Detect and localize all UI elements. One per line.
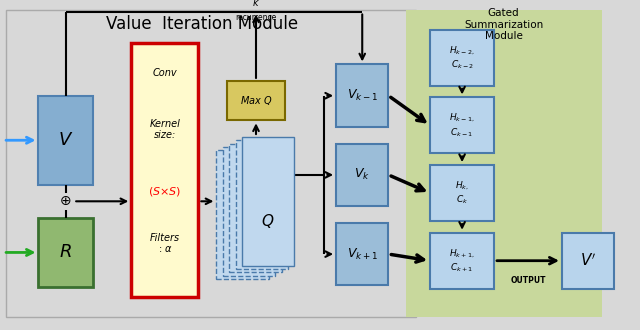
Text: $R$: $R$ [60, 244, 72, 261]
Text: $\oplus$: $\oplus$ [60, 194, 72, 208]
FancyBboxPatch shape [430, 165, 494, 221]
FancyBboxPatch shape [38, 96, 93, 185]
Text: $Q$: $Q$ [262, 212, 275, 230]
Text: $H_{k-2,}$
$C_{k-2}$: $H_{k-2,}$ $C_{k-2}$ [449, 45, 475, 71]
FancyBboxPatch shape [406, 10, 602, 317]
Text: Value  Iteration Module: Value Iteration Module [106, 15, 298, 33]
FancyBboxPatch shape [336, 64, 388, 127]
Text: $V'$: $V'$ [580, 252, 596, 269]
Text: recurrence: recurrence [236, 13, 276, 22]
Text: $H_{k+1,}$
$C_{k+1}$: $H_{k+1,}$ $C_{k+1}$ [449, 248, 475, 274]
FancyBboxPatch shape [227, 81, 285, 120]
Text: Conv: Conv [152, 68, 177, 78]
FancyBboxPatch shape [229, 144, 282, 272]
FancyBboxPatch shape [336, 223, 388, 285]
FancyBboxPatch shape [430, 97, 494, 153]
FancyBboxPatch shape [562, 233, 614, 289]
FancyBboxPatch shape [242, 137, 294, 266]
FancyBboxPatch shape [38, 218, 93, 287]
Text: Filters
$:\alpha$: Filters $:\alpha$ [150, 233, 180, 254]
Text: $V$: $V$ [58, 131, 73, 149]
FancyBboxPatch shape [131, 43, 198, 297]
FancyBboxPatch shape [223, 147, 275, 276]
Text: $V_{k-1}$: $V_{k-1}$ [347, 88, 378, 103]
FancyBboxPatch shape [216, 150, 269, 279]
FancyBboxPatch shape [6, 10, 416, 317]
Text: $V_{k+1}$: $V_{k+1}$ [347, 247, 378, 262]
Text: $H_{k-1,}$
$C_{k-1}$: $H_{k-1,}$ $C_{k-1}$ [449, 112, 475, 139]
FancyBboxPatch shape [236, 140, 288, 269]
Text: OUTPUT: OUTPUT [510, 276, 546, 284]
FancyBboxPatch shape [430, 233, 494, 289]
Text: $V_k$: $V_k$ [355, 167, 370, 182]
Text: Max $Q$: Max $Q$ [240, 94, 272, 107]
Text: Kernel
size:: Kernel size: [149, 119, 180, 140]
Text: $H_{k,}$
$C_k$: $H_{k,}$ $C_k$ [455, 180, 469, 206]
FancyBboxPatch shape [336, 144, 388, 206]
FancyBboxPatch shape [430, 30, 494, 86]
Text: $k$: $k$ [252, 0, 260, 8]
Text: Gated
Summarization
Module: Gated Summarization Module [464, 8, 543, 42]
Text: $(S{\times}S)$: $(S{\times}S)$ [148, 185, 181, 198]
